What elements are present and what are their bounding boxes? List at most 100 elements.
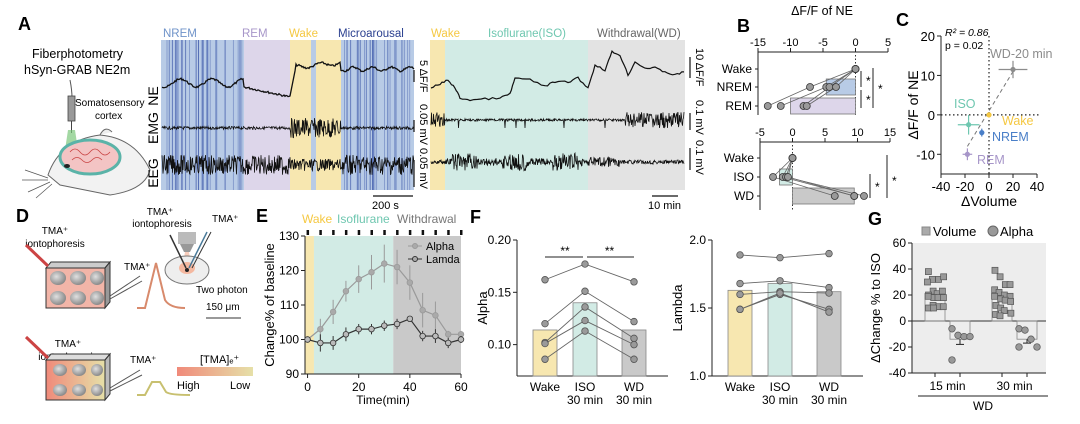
bar xyxy=(792,187,855,205)
x-tick-label: -40 xyxy=(932,179,951,194)
series-point-alpha xyxy=(393,263,401,271)
series-point-lamda xyxy=(381,322,388,329)
x-tick-label: -15 xyxy=(750,37,766,49)
x-axis-label: ΔVolume xyxy=(961,193,1017,209)
data-point xyxy=(581,287,589,295)
panel-label-e: E xyxy=(256,206,268,226)
iontophoresis-label-top: TMA⁺ xyxy=(42,226,68,237)
panel-label-d: D xyxy=(16,206,29,226)
data-point xyxy=(541,276,549,284)
state-label-microarousal: Microarousal xyxy=(338,28,404,40)
series-point-alpha xyxy=(355,275,362,283)
data-point xyxy=(581,316,589,325)
tma-label-bottom: TMA⁺ xyxy=(130,355,156,366)
scale-label-eeg-right: 0.1 mV xyxy=(693,140,705,176)
series-point-lamda xyxy=(329,339,337,347)
trace-label-eeg: EEG xyxy=(145,158,161,188)
category-sublabel: 30 min xyxy=(567,393,603,407)
ne-trace-right xyxy=(430,49,685,102)
x-tick-label: -5 xyxy=(755,127,765,139)
series-point-lamda xyxy=(368,325,375,333)
phase-label: Withdrawal xyxy=(397,212,456,226)
series-point-lamda xyxy=(445,339,452,347)
phase-region xyxy=(393,236,461,374)
time-marker xyxy=(447,230,450,235)
sig-star: * xyxy=(866,93,871,107)
y-tick-label: 0.10 xyxy=(488,338,512,352)
data-point xyxy=(630,340,638,349)
series-point-lamda xyxy=(317,339,324,347)
y-tick-label: 20 xyxy=(893,288,907,302)
category-label: Wake xyxy=(722,62,753,76)
time-marker xyxy=(357,230,361,235)
y-axis-label: Change% of baseline xyxy=(262,243,277,367)
data-point-alpha xyxy=(1027,335,1035,343)
y-axis-label: Lambda xyxy=(670,284,685,332)
iontophoresis-label-mid: TMA⁺ xyxy=(147,207,173,218)
data-point-alpha xyxy=(948,356,956,364)
y-tick-label: 120 xyxy=(279,264,299,278)
category-label: NREM xyxy=(717,80,752,94)
data-point xyxy=(736,251,744,259)
data-point xyxy=(630,355,638,363)
p-value-annotation: p = 0.02 xyxy=(945,40,983,52)
time-marker xyxy=(332,230,335,235)
x-tick-label: 0 xyxy=(304,380,311,394)
series-point-lamda xyxy=(419,332,426,340)
regression-line xyxy=(966,71,1014,147)
right-recording xyxy=(430,40,685,190)
y-axis-label: ΔChange % to ISO xyxy=(868,253,883,363)
category-label: WD xyxy=(624,380,644,394)
data-point xyxy=(860,192,868,200)
legend-label: Alpha xyxy=(426,241,455,253)
panel-label-a: A xyxy=(18,14,31,34)
data-point xyxy=(825,83,834,91)
data-point-volume xyxy=(996,273,1004,281)
legend-marker xyxy=(412,243,418,249)
data-point xyxy=(966,122,972,128)
series-point-lamda xyxy=(432,332,439,340)
phase-region xyxy=(313,236,394,374)
series-point-lamda xyxy=(457,336,465,343)
state-label-wd: Withdrawal(WD) xyxy=(597,28,681,40)
point-label: WD-20 min xyxy=(990,47,1053,61)
data-point xyxy=(1010,66,1016,73)
x-axis-label: Time(min) xyxy=(356,393,410,407)
data-point xyxy=(825,308,833,316)
sig-star: * xyxy=(875,180,880,194)
y-axis-label: Alpha xyxy=(475,291,490,325)
data-point-alpha xyxy=(948,325,956,333)
data-point xyxy=(736,279,744,288)
phase-region xyxy=(305,236,314,374)
sig-star: * xyxy=(892,174,897,188)
data-point xyxy=(763,102,772,110)
tma-curve-high xyxy=(137,262,186,309)
y-tick-label: 0 xyxy=(899,314,906,328)
phase-label: Isoflurane xyxy=(337,212,390,226)
region-label-1: Somatosensory xyxy=(75,98,144,109)
data-point xyxy=(986,112,992,118)
data-point-volume xyxy=(940,273,948,281)
point-label: NREM xyxy=(992,130,1029,144)
x-tick-label: 5 xyxy=(822,127,828,139)
point-label: REM xyxy=(977,153,1005,167)
legend-marker-alpha xyxy=(987,225,999,237)
left-recording xyxy=(161,40,415,190)
y-tick-label: 20 xyxy=(921,29,935,44)
data-point-volume xyxy=(996,312,1004,320)
y-tick-label: 1.5 xyxy=(689,301,706,315)
iontophoresis-label-bottom: TMA⁺ xyxy=(55,339,81,350)
data-point-volume xyxy=(934,294,942,301)
data-point-volume xyxy=(924,292,932,300)
y-tick-label: 10 xyxy=(921,68,935,83)
category-label: Wake xyxy=(530,380,561,394)
category-sublabel: 30 min xyxy=(762,393,798,407)
trace-label-emg: EMG xyxy=(145,112,161,144)
phase-label: Wake xyxy=(302,212,333,226)
time-marker xyxy=(370,230,373,235)
series-point-alpha xyxy=(406,279,414,286)
state-label-wake-right: Wake xyxy=(431,28,460,40)
series-point-lamda xyxy=(393,320,401,328)
data-point xyxy=(581,260,589,268)
